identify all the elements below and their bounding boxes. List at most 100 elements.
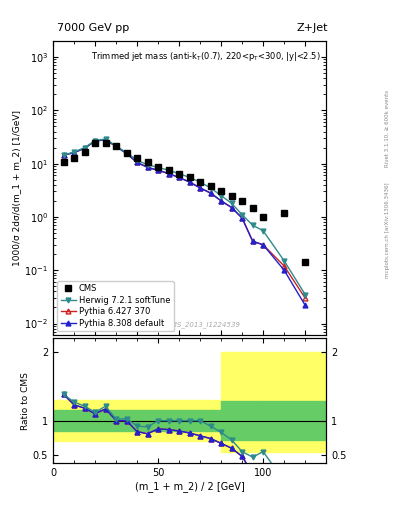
Line: CMS: CMS [61, 141, 308, 265]
Herwig 7.2.1 softTune [187, 175, 192, 181]
CMS [93, 140, 97, 146]
Pythia 6.427 370 [208, 190, 213, 196]
Herwig 7.2.1 softTune [103, 136, 108, 142]
Pythia 6.427 370 [82, 145, 87, 151]
CMS [124, 151, 129, 157]
Pythia 6.427 370 [135, 159, 140, 165]
CMS [72, 155, 76, 161]
Text: 7000 GeV pp: 7000 GeV pp [57, 23, 129, 33]
Line: Pythia 6.427 370: Pythia 6.427 370 [61, 137, 308, 301]
Text: mcplots.cern.ch [arXiv:1306.3436]: mcplots.cern.ch [arXiv:1306.3436] [385, 183, 389, 278]
Pythia 8.308 default [229, 204, 234, 210]
Herwig 7.2.1 softTune [250, 222, 255, 228]
Herwig 7.2.1 softTune [177, 170, 182, 177]
CMS [103, 140, 108, 146]
Pythia 6.427 370 [261, 242, 266, 248]
CMS [156, 164, 160, 170]
Line: Pythia 8.308 default: Pythia 8.308 default [61, 137, 308, 308]
Herwig 7.2.1 softTune [261, 228, 266, 234]
Pythia 6.427 370 [282, 263, 286, 269]
Y-axis label: Ratio to CMS: Ratio to CMS [21, 372, 30, 430]
Text: Rivet 3.1.10, ≥ 600k events: Rivet 3.1.10, ≥ 600k events [385, 90, 389, 166]
CMS [282, 209, 286, 216]
Herwig 7.2.1 softTune [82, 144, 87, 151]
Pythia 6.427 370 [229, 204, 234, 210]
Pythia 6.427 370 [156, 167, 160, 174]
Pythia 8.308 default [282, 267, 286, 273]
CMS [61, 159, 66, 165]
Herwig 7.2.1 softTune [61, 152, 66, 158]
Herwig 7.2.1 softTune [198, 179, 202, 185]
CMS [187, 175, 192, 181]
CMS [261, 214, 266, 220]
CMS [250, 204, 255, 210]
Pythia 8.308 default [219, 198, 224, 204]
Pythia 6.427 370 [124, 151, 129, 157]
CMS [166, 167, 171, 174]
Pythia 8.308 default [187, 179, 192, 185]
Herwig 7.2.1 softTune [114, 143, 118, 149]
Herwig 7.2.1 softTune [145, 162, 150, 168]
Pythia 8.308 default [145, 164, 150, 170]
Herwig 7.2.1 softTune [229, 200, 234, 206]
Herwig 7.2.1 softTune [93, 138, 97, 144]
Herwig 7.2.1 softTune [219, 193, 224, 199]
Pythia 6.427 370 [93, 138, 97, 144]
CMS [240, 198, 244, 204]
Pythia 6.427 370 [219, 198, 224, 204]
Pythia 6.427 370 [103, 137, 108, 143]
Pythia 6.427 370 [303, 295, 308, 301]
CMS [82, 149, 87, 155]
Pythia 8.308 default [156, 167, 160, 174]
Pythia 8.308 default [103, 137, 108, 143]
Text: Z+Jet: Z+Jet [297, 23, 328, 33]
Pythia 6.427 370 [177, 175, 182, 181]
Pythia 6.427 370 [61, 152, 66, 158]
CMS [208, 183, 213, 189]
CMS [145, 159, 150, 165]
Herwig 7.2.1 softTune [156, 164, 160, 170]
Text: CMS_2013_I1224539: CMS_2013_I1224539 [166, 321, 240, 328]
Pythia 6.427 370 [250, 238, 255, 244]
Pythia 8.308 default [177, 175, 182, 181]
Pythia 8.308 default [198, 185, 202, 191]
Pythia 6.427 370 [72, 150, 76, 156]
Pythia 8.308 default [93, 138, 97, 144]
Pythia 8.308 default [261, 242, 266, 248]
Text: Trimmed jet mass (anti-k$_\mathregular{T}$(0.7), 220<p$_\mathregular{T}$<300, |y: Trimmed jet mass (anti-k$_\mathregular{T… [91, 50, 321, 63]
CMS [198, 179, 202, 185]
CMS [303, 260, 308, 266]
Pythia 8.308 default [114, 143, 118, 150]
Herwig 7.2.1 softTune [135, 157, 140, 163]
Herwig 7.2.1 softTune [166, 167, 171, 174]
Pythia 6.427 370 [166, 170, 171, 177]
X-axis label: (m_1 + m_2) / 2 [GeV]: (m_1 + m_2) / 2 [GeV] [135, 481, 244, 492]
Pythia 6.427 370 [240, 215, 244, 221]
Pythia 6.427 370 [187, 179, 192, 185]
Pythia 8.308 default [124, 151, 129, 157]
Pythia 8.308 default [61, 152, 66, 158]
Y-axis label: 1000/σ 2dσ/d(m_1 + m_2) [1/GeV]: 1000/σ 2dσ/d(m_1 + m_2) [1/GeV] [13, 110, 22, 266]
Herwig 7.2.1 softTune [72, 149, 76, 155]
Pythia 8.308 default [135, 159, 140, 165]
Pythia 8.308 default [303, 302, 308, 308]
CMS [135, 155, 140, 161]
Herwig 7.2.1 softTune [303, 291, 308, 297]
Pythia 6.427 370 [114, 143, 118, 150]
Pythia 8.308 default [72, 150, 76, 156]
CMS [219, 188, 224, 195]
CMS [177, 170, 182, 177]
Pythia 6.427 370 [198, 185, 202, 191]
CMS [114, 143, 118, 150]
Pythia 8.308 default [250, 238, 255, 244]
Pythia 8.308 default [208, 190, 213, 196]
Line: Herwig 7.2.1 softTune: Herwig 7.2.1 softTune [61, 137, 308, 297]
Herwig 7.2.1 softTune [240, 211, 244, 218]
Pythia 8.308 default [166, 170, 171, 177]
Herwig 7.2.1 softTune [208, 185, 213, 191]
Pythia 6.427 370 [145, 164, 150, 170]
Pythia 8.308 default [82, 145, 87, 151]
Herwig 7.2.1 softTune [282, 258, 286, 264]
Pythia 8.308 default [240, 215, 244, 221]
Legend: CMS, Herwig 7.2.1 softTune, Pythia 6.427 370, Pythia 8.308 default: CMS, Herwig 7.2.1 softTune, Pythia 6.427… [57, 281, 174, 331]
